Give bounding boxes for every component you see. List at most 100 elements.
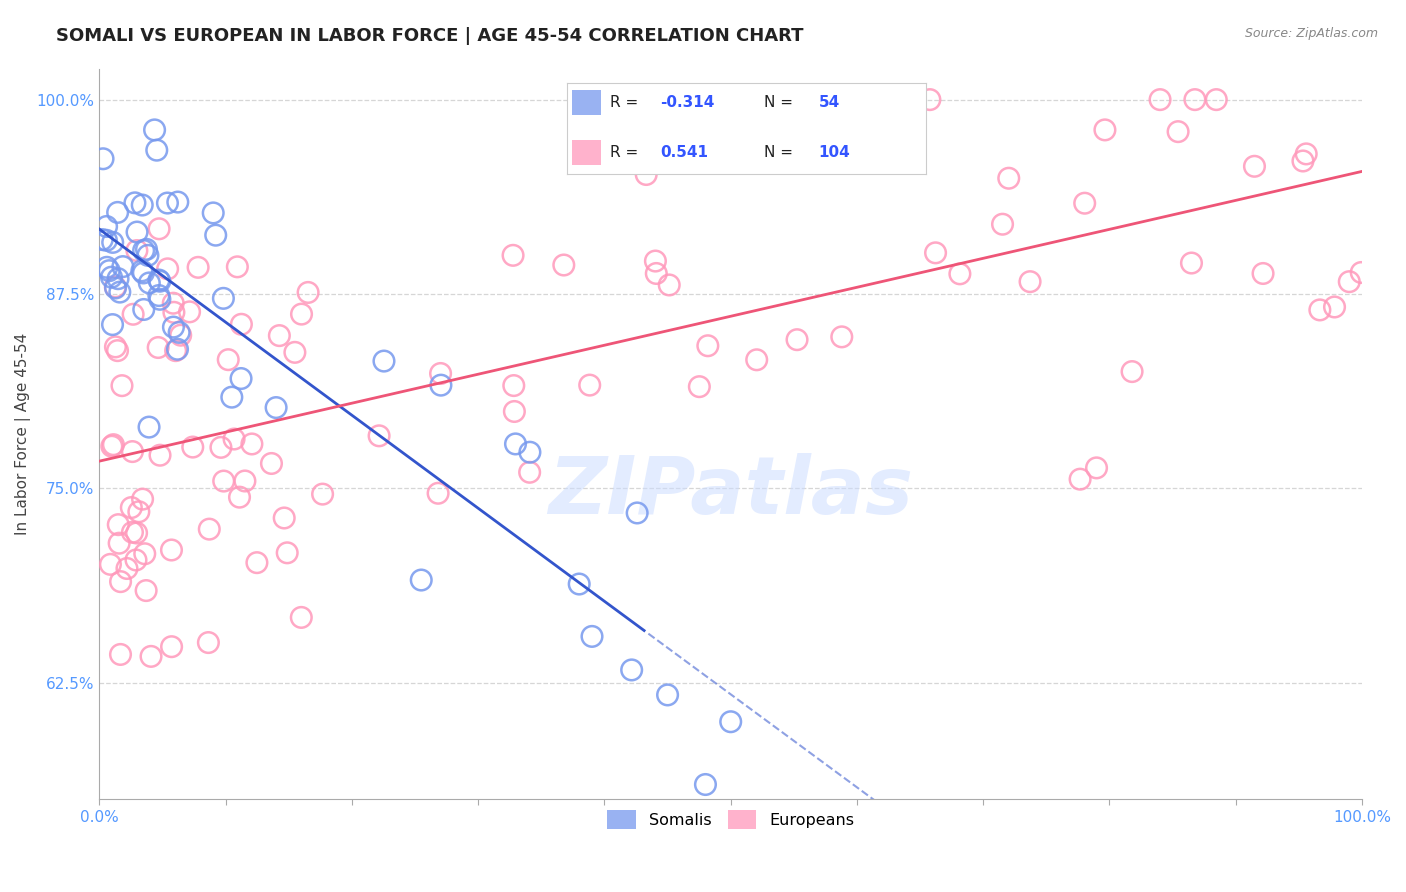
Point [1295,147,1317,161]
Point [107,205,129,219]
Point [132,244,155,258]
Point [107,517,129,532]
Point [125,225,148,239]
Point [231,318,253,332]
Point [773,131,796,145]
Point [720,714,742,729]
Point [204,228,226,243]
Point [222,432,245,446]
Point [162,296,184,310]
Point [160,640,183,654]
Point [290,610,312,624]
Point [125,244,148,258]
Point [645,267,668,281]
Point [644,254,666,268]
Point [149,274,172,288]
Point [553,258,575,272]
Point [502,378,524,392]
Point [658,277,681,292]
Point [503,404,526,418]
Point [273,511,295,525]
Point [125,526,148,541]
Point [179,305,201,319]
Point [1121,365,1143,379]
Point [429,367,451,381]
Point [131,264,153,278]
Point [260,457,283,471]
Point [228,490,250,504]
Point [148,273,170,287]
Point [276,546,298,560]
Point [143,123,166,137]
Point [745,352,768,367]
Point [1019,275,1042,289]
Point [1251,267,1274,281]
Point [581,629,603,643]
Point [107,271,129,285]
Y-axis label: In Labor Force | Age 45-54: In Labor Force | Age 45-54 [15,333,31,535]
Point [1073,196,1095,211]
Point [997,171,1019,186]
Point [1094,123,1116,137]
Point [165,343,187,358]
Point [101,439,124,453]
Point [269,328,291,343]
Point [1309,302,1331,317]
Point [163,305,186,319]
Point [695,777,717,791]
Point [1069,472,1091,486]
Point [221,390,243,404]
Point [149,448,172,462]
Point [198,522,221,536]
Point [233,474,256,488]
Point [209,441,232,455]
Point [1323,300,1346,314]
Point [373,354,395,368]
Point [122,307,145,321]
Point [246,556,269,570]
Point [786,333,808,347]
Point [229,371,252,385]
Point [124,195,146,210]
Point [1184,93,1206,107]
Point [148,288,170,302]
Point [110,648,132,662]
Text: Source: ZipAtlas.com: Source: ZipAtlas.com [1244,27,1378,40]
Point [831,330,853,344]
Point [568,577,591,591]
Point [108,536,131,550]
Point [226,260,249,274]
Point [108,285,131,299]
Point [212,474,235,488]
Point [134,547,156,561]
Point [696,339,718,353]
Point [166,195,188,210]
Point [156,196,179,211]
Point [924,245,946,260]
Point [104,281,127,295]
Point [240,437,263,451]
Point [121,444,143,458]
Point [101,318,124,332]
Point [170,328,193,343]
Point [1149,93,1171,107]
Point [1085,461,1108,475]
Point [103,438,125,452]
Point [1180,256,1202,270]
Point [657,688,679,702]
Point [578,378,600,392]
Point [1292,153,1315,168]
Point [202,206,225,220]
Point [100,558,122,572]
Point [135,583,157,598]
Point [104,280,127,294]
Point [284,345,307,359]
Point [160,543,183,558]
Point [918,93,941,107]
Point [149,293,172,307]
Point [636,168,658,182]
Point [138,276,160,290]
Point [187,260,209,275]
Point [111,378,134,392]
Point [139,649,162,664]
